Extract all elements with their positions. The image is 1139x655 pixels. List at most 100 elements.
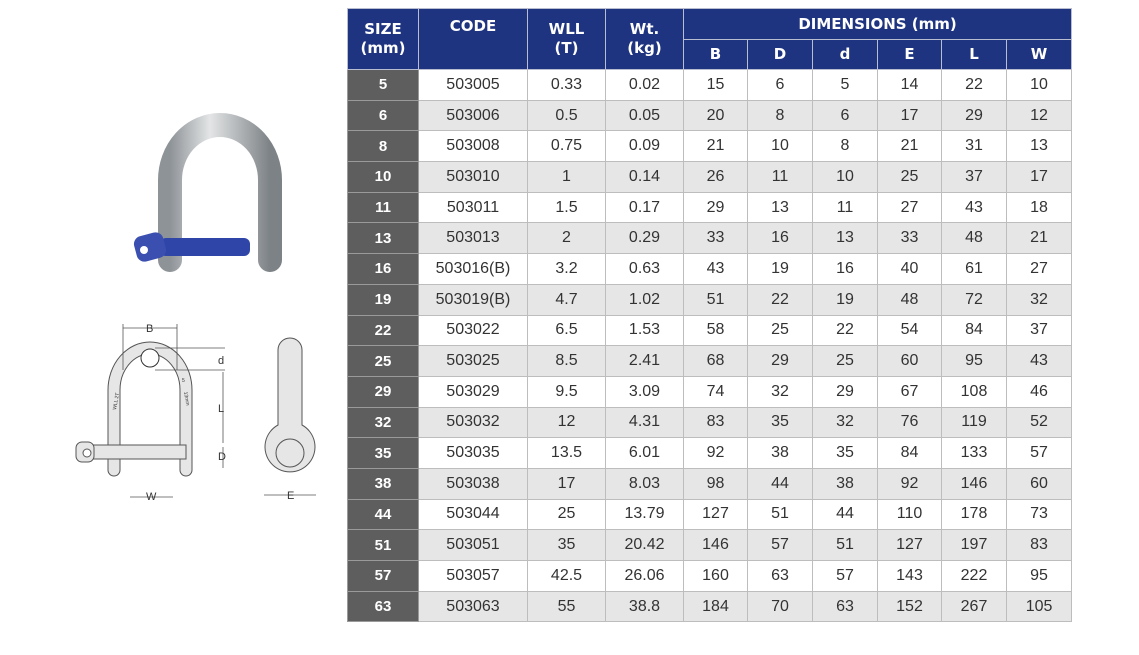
cell-weight: 0.29: [605, 222, 684, 255]
cell-dim-d: 19: [747, 253, 813, 285]
shackle-photo: [133, 113, 282, 272]
cell-dim-d: 16: [747, 222, 813, 255]
cell-dim-e: 92: [877, 467, 942, 500]
cell-code: 503005: [418, 69, 528, 101]
cell-dim-w: 105: [1005, 590, 1073, 623]
cell-size: 8: [347, 130, 419, 163]
cell-dim-l: 108: [941, 375, 1007, 408]
cell-wll: 12: [527, 406, 606, 439]
cell-dim-d-small: 22: [812, 314, 878, 347]
header-size: SIZE (mm): [347, 8, 419, 70]
cell-size: 32: [347, 406, 419, 439]
cell-dim-d: 32: [747, 375, 813, 408]
cell-size: 57: [347, 560, 419, 592]
cell-dim-d-small: 5: [812, 69, 878, 101]
header-weight-unit: (kg): [627, 39, 662, 57]
cell-dim-l: 61: [941, 253, 1007, 285]
cell-weight: 26.06: [605, 560, 684, 592]
cell-size: 11: [347, 191, 419, 224]
cell-dim-d: 35: [747, 406, 813, 439]
table-row: 10 503010 1 0.14 26 11 10 25 37 17: [347, 161, 1073, 193]
cell-size: 19: [347, 283, 419, 316]
cell-code: 503016(B): [418, 253, 528, 285]
cell-wll: 17: [527, 467, 606, 500]
table-row: 5 503005 0.33 0.02 15 6 5 14 22 10: [347, 69, 1073, 101]
header-weight-label: Wt.: [629, 20, 660, 38]
cell-size: 16: [347, 253, 419, 285]
table-row: 57 503057 42.5 26.06 160 63 57 143 222 95: [347, 560, 1073, 592]
dimension-label-e: E: [287, 490, 294, 502]
cell-dim-w: 18: [1005, 191, 1073, 224]
cell-dim-w: 27: [1005, 253, 1073, 285]
cell-wll: 9.5: [527, 375, 606, 408]
cell-dim-b: 33: [683, 222, 748, 255]
cell-code: 503006: [418, 99, 528, 132]
cell-size: 13: [347, 222, 419, 255]
table-row: 63 503063 55 38.8 184 70 63 152 267 105: [347, 590, 1073, 623]
cell-dim-l: 31: [941, 130, 1007, 163]
cell-dim-d: 38: [747, 437, 813, 469]
cell-weight: 0.14: [605, 161, 684, 193]
cell-dim-d-small: 16: [812, 253, 878, 285]
header-wll-label: WLL: [548, 20, 585, 38]
cell-dim-w: 17: [1005, 161, 1073, 193]
dimension-label-l: L: [218, 403, 224, 415]
cell-wll: 35: [527, 529, 606, 561]
cell-dim-w: 60: [1005, 467, 1073, 500]
cell-code: 503008: [418, 130, 528, 163]
cell-dim-d-small: 25: [812, 345, 878, 377]
cell-dim-b: 83: [683, 406, 748, 439]
dimension-label-d: D: [218, 451, 226, 463]
cell-size: 25: [347, 345, 419, 377]
cell-size: 38: [347, 467, 419, 500]
cell-code: 503063: [418, 590, 528, 623]
cell-dim-e: 33: [877, 222, 942, 255]
table-row: 13 503013 2 0.29 33 16 13 33 48 21: [347, 222, 1073, 255]
table-row: 22 503022 6.5 1.53 58 25 22 54 84 37: [347, 314, 1073, 347]
cell-dim-w: 37: [1005, 314, 1073, 347]
table-row: 8 503008 0.75 0.09 21 10 8 21 31 13: [347, 130, 1073, 163]
header-wll: WLL (T): [527, 8, 606, 70]
cell-dim-d-small: 51: [812, 529, 878, 561]
cell-dim-l: 95: [941, 345, 1007, 377]
cell-dim-w: 57: [1005, 437, 1073, 469]
cell-wll: 1.5: [527, 191, 606, 224]
table-row: 38 503038 17 8.03 98 44 38 92 146 60: [347, 467, 1073, 500]
cell-dim-e: 21: [877, 130, 942, 163]
cell-dim-l: 22: [941, 69, 1007, 101]
cell-dim-e: 76: [877, 406, 942, 439]
cell-dim-d-small: 35: [812, 437, 878, 469]
cell-dim-b: 184: [683, 590, 748, 623]
cell-code: 503038: [418, 467, 528, 500]
cell-dim-e: 152: [877, 590, 942, 623]
cell-dim-l: 29: [941, 99, 1007, 132]
cell-dim-e: 54: [877, 314, 942, 347]
cell-dim-d-small: 29: [812, 375, 878, 408]
cell-wll: 4.7: [527, 283, 606, 316]
cell-dim-w: 52: [1005, 406, 1073, 439]
cell-dim-w: 21: [1005, 222, 1073, 255]
cell-dim-w: 46: [1005, 375, 1073, 408]
table-row: 44 503044 25 13.79 127 51 44 110 178 73: [347, 498, 1073, 531]
cell-dim-b: 29: [683, 191, 748, 224]
cell-dim-d-small: 57: [812, 560, 878, 592]
table-row: 29 503029 9.5 3.09 74 32 29 67 108 46: [347, 375, 1073, 408]
cell-dim-e: 127: [877, 529, 942, 561]
cell-dim-l: 84: [941, 314, 1007, 347]
cell-wll: 0.33: [527, 69, 606, 101]
cell-dim-b: 92: [683, 437, 748, 469]
table-row: 51 503051 35 20.42 146 57 51 127 197 83: [347, 529, 1073, 561]
cell-dim-b: 98: [683, 467, 748, 500]
cell-dim-d: 44: [747, 467, 813, 500]
cell-dim-e: 25: [877, 161, 942, 193]
cell-code: 503025: [418, 345, 528, 377]
cell-dim-b: 15: [683, 69, 748, 101]
cell-dim-b: 20: [683, 99, 748, 132]
cell-weight: 13.79: [605, 498, 684, 531]
cell-weight: 0.09: [605, 130, 684, 163]
cell-dim-d: 11: [747, 161, 813, 193]
table-row: 25 503025 8.5 2.41 68 29 25 60 95 43: [347, 345, 1073, 377]
cell-dim-e: 17: [877, 99, 942, 132]
cell-size: 51: [347, 529, 419, 561]
cell-dim-w: 10: [1005, 69, 1073, 101]
